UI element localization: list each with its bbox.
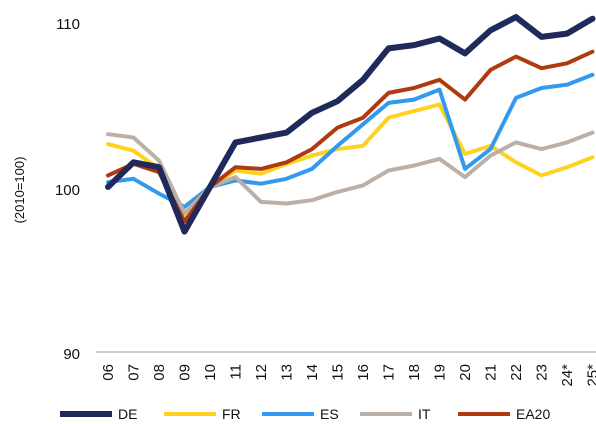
x-tick-label: 16 (355, 364, 372, 381)
x-tick-label: 15 (330, 364, 347, 381)
x-tick-label: 11 (228, 364, 245, 380)
y-tick-label: 90 (63, 346, 80, 363)
x-tick-label: 21 (483, 364, 500, 381)
x-tick-label: 09 (177, 364, 194, 381)
x-tick-label: 22 (508, 364, 525, 381)
y-axis-label: (2010=100) (12, 157, 27, 224)
y-tick-labels: 90 100 110 (55, 16, 80, 363)
legend-label-es: ES (320, 406, 339, 422)
x-tick-labels: 06 07 08 09 10 11 12 13 14 15 16 17 18 19 20 21 22 23 24* 2… (100, 364, 596, 387)
x-tick-label: 17 (381, 364, 398, 381)
x-tick-label: 08 (151, 364, 168, 381)
x-tick-label: 06 (100, 364, 117, 381)
series-line-it (106, 130, 595, 216)
x-tick-label: 25* (585, 364, 596, 387)
x-tick-label: 14 (304, 364, 321, 381)
legend-label-de: DE (118, 406, 137, 422)
x-tick-label: 24* (559, 364, 576, 387)
x-tick-label: 19 (432, 364, 449, 381)
legend-label-it: IT (418, 406, 431, 422)
series-line-ea20 (106, 49, 595, 224)
series-line-es (106, 72, 595, 209)
series-line-de (105, 14, 596, 235)
y-tick-label: 100 (55, 182, 80, 199)
y-tick-label: 110 (56, 16, 80, 33)
series-lines (105, 14, 596, 235)
legend-label-ea20: EA20 (516, 406, 550, 422)
x-tick-label: 07 (126, 364, 143, 381)
x-tick-label: 23 (534, 364, 551, 381)
legend-label-fr: FR (222, 406, 241, 422)
x-tick-label: 13 (279, 364, 296, 381)
x-tick-label: 12 (253, 364, 270, 381)
x-tick-label: 10 (202, 364, 219, 381)
x-tick-label: 20 (457, 364, 474, 381)
x-tick-label: 18 (406, 364, 423, 381)
legend: DE FR ES IT EA20 (60, 406, 550, 422)
